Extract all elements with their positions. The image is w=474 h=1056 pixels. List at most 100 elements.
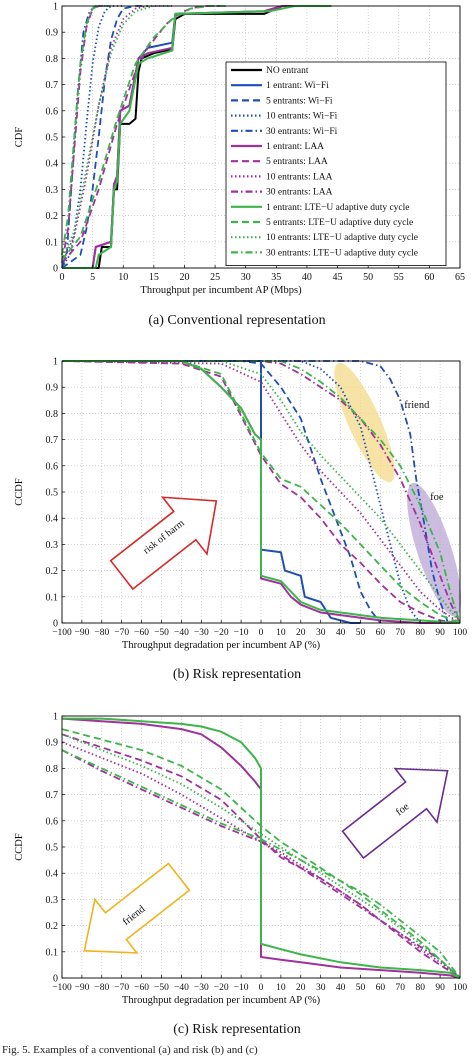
x-tick-label: 10 — [118, 272, 128, 283]
series-line-b-9 — [62, 360, 461, 624]
y-tick-label: 0.7 — [46, 790, 59, 801]
x-tick-label: −100 — [52, 983, 72, 993]
series-line-b-1 — [62, 360, 382, 624]
caption-c: (c) Risk representation — [173, 1022, 301, 1037]
series-line-a-9 — [62, 5, 332, 269]
series-line-c-1 — [61, 733, 461, 979]
y-tick-label: 0.7 — [46, 80, 59, 91]
foe-arrow-shape — [341, 767, 449, 860]
x-tick-label: 40 — [302, 272, 312, 283]
x-tick-label: 90 — [435, 628, 445, 638]
series-line-b-5 — [61, 360, 461, 624]
x-tick-label: −30 — [194, 983, 209, 993]
friend-label: friend — [404, 400, 430, 411]
x-tick-label: −100 — [52, 628, 72, 638]
y-tick-label: 0.4 — [46, 869, 59, 880]
series-line-c-7 — [61, 749, 461, 979]
y-tick-label: 1 — [53, 712, 58, 723]
chart-b: −100 −90 −80 −70 −60 −50 −40 −30 −20 −10 0 10 20 30 40… — [14, 357, 467, 652]
y-tick-label: 0.3 — [46, 540, 59, 551]
x-tick-label: 15 — [149, 272, 159, 283]
x-axis-label: Throughput degradation per incumbent AP … — [122, 995, 321, 1006]
x-tick-label: 55 — [394, 272, 404, 283]
foe-label: foe — [430, 492, 444, 503]
y-tick-label: 0.2 — [46, 211, 59, 222]
legend-entry: 5 entrants: LTE−U adaptive duty cycle — [266, 218, 413, 228]
y-tick-label: 0.1 — [46, 237, 59, 248]
series-line-c-3 — [61, 749, 461, 979]
x-tick-label: 70 — [396, 983, 406, 993]
x-tick-label: 0 — [259, 983, 264, 993]
x-tick-label: 45 — [333, 272, 343, 283]
caption-b: (b) Risk representation — [172, 667, 302, 682]
x-tick-label: 10 — [276, 628, 286, 638]
x-axis-label: Throughput degradation per incumbent AP … — [122, 640, 321, 651]
legend-entry: 30 entrants: LTE−U adaptive duty cycle — [266, 248, 418, 258]
x-tick-label: 0 — [60, 272, 65, 283]
foe-ellipse — [407, 482, 462, 617]
legend-entry: 10 entrants: Wi−Fi — [266, 112, 338, 122]
series-line-b-8 — [62, 360, 461, 624]
y-tick-label: 0.8 — [46, 409, 59, 420]
foe-arrow — [341, 767, 449, 860]
y-axis-label: CCDF — [14, 833, 25, 861]
x-tick-label: −90 — [74, 628, 89, 638]
legend-entry: 1 entrant: LAA — [266, 142, 324, 152]
y-tick-label: 1 — [53, 2, 58, 13]
figure-footer-text: Fig. 5. Examples of a conventional (a) a… — [2, 1044, 258, 1056]
y-tick-label: 0.6 — [46, 461, 59, 472]
risk-of-harm-arrow — [109, 496, 218, 591]
y-tick-label: 0.6 — [46, 106, 59, 117]
x-tick-label: −10 — [234, 628, 249, 638]
x-tick-label: 80 — [415, 628, 425, 638]
series-line-a-11 — [61, 5, 173, 261]
x-tick-label: 30 — [316, 983, 326, 993]
x-tick-label: 10 — [276, 983, 286, 993]
y-tick-label: 0.3 — [46, 895, 59, 906]
caption-a: (a) Conventional representation — [148, 313, 326, 328]
y-tick-label: 0.9 — [46, 28, 59, 39]
series-line-b-2 — [62, 360, 421, 624]
series-line-c-4 — [62, 717, 461, 979]
x-tick-label: 60 — [376, 983, 386, 993]
series-line-c-6 — [61, 733, 461, 979]
x-tick-label: 5 — [90, 272, 95, 283]
chart-c: −100 −90 −80 −70 −60 −50 −40 −30 −20 −10 0 10 20 30 40… — [14, 712, 467, 1007]
y-tick-label: 0.6 — [46, 816, 59, 827]
x-tick-label: −70 — [114, 983, 129, 993]
x-tick-label: −20 — [214, 983, 229, 993]
y-axis-label: CDF — [14, 127, 25, 148]
x-tick-label: 20 — [179, 272, 189, 283]
x-tick-label: 50 — [356, 628, 366, 638]
friend-arrow — [83, 862, 191, 954]
y-tick-label: 0.2 — [46, 921, 59, 932]
x-tick-label: −50 — [154, 983, 169, 993]
series-line-a-3 — [61, 5, 124, 269]
legend-entry: 5 entrants: LAA — [266, 157, 328, 167]
x-tick-label: 60 — [424, 272, 434, 283]
x-tick-label: 40 — [336, 628, 346, 638]
series-line-b-7 — [62, 360, 461, 624]
x-tick-label: 25 — [210, 272, 220, 283]
x-tick-label: −60 — [134, 628, 149, 638]
y-axis-label: CCDF — [14, 478, 25, 506]
x-tick-label: 30 — [316, 628, 326, 638]
series-line-a-10 — [61, 5, 228, 261]
risk-arrow-shape — [109, 496, 218, 591]
x-tick-label: −30 — [194, 628, 209, 638]
x-tick-label: 30 — [241, 272, 251, 283]
x-tick-label: 60 — [376, 628, 386, 638]
legend-entry: 10 entrants: LAA — [266, 172, 333, 182]
x-tick-label: 80 — [415, 983, 425, 993]
x-tick-label: −80 — [94, 983, 109, 993]
series-line-c-2 — [61, 741, 461, 979]
y-tick-label: 0 — [53, 974, 58, 985]
series-line-b-3 — [62, 360, 449, 624]
x-tick-label: 35 — [271, 272, 281, 283]
x-tick-label: −40 — [174, 983, 189, 993]
legend-entry: 30 entrants: Wi−Fi — [266, 127, 338, 137]
x-tick-label: −80 — [94, 628, 109, 638]
y-tick-label: 0.3 — [46, 185, 59, 196]
x-tick-label: −10 — [234, 983, 249, 993]
